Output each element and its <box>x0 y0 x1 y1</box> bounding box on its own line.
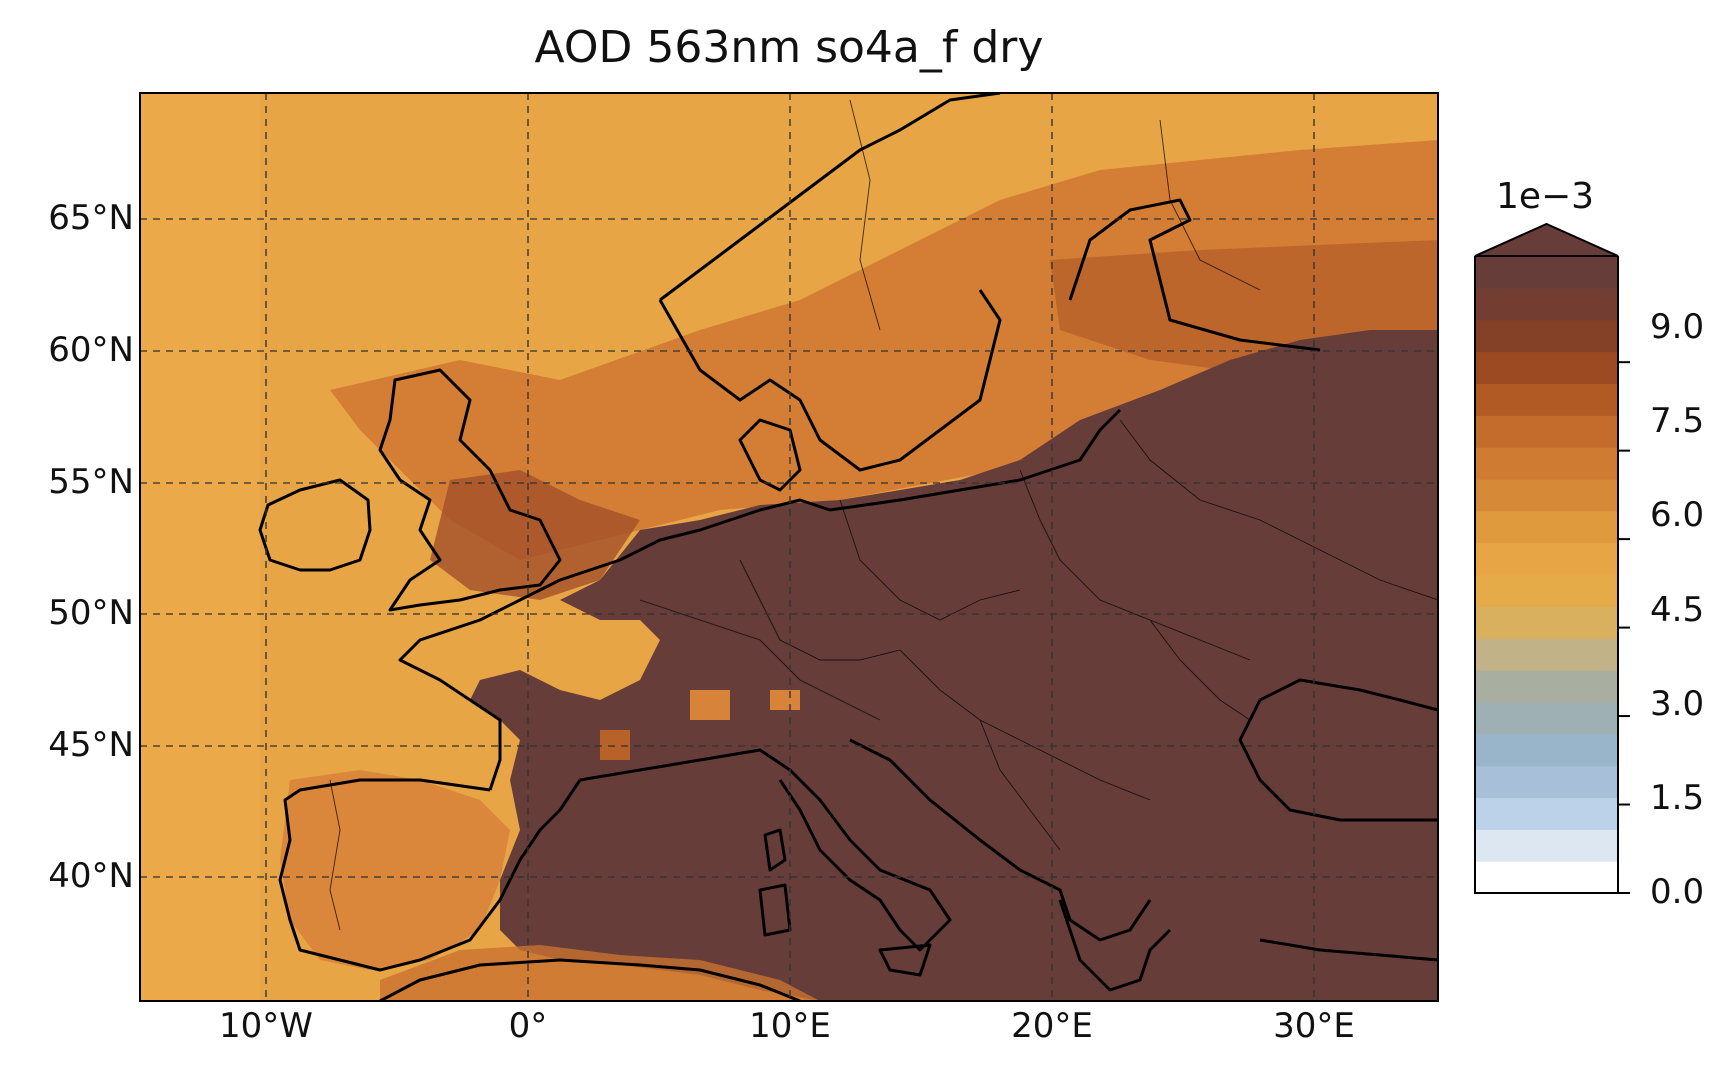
colorbar <box>1474 222 1630 894</box>
alps-patch <box>690 690 730 720</box>
colorbar-tick-label: 0.0 <box>1650 872 1705 912</box>
lon-label-30e: 30°E <box>1273 1006 1355 1046</box>
lat-label-65n: 65°N <box>48 198 134 238</box>
country-borders <box>329 99 1438 931</box>
lon-label-10w: 10°W <box>219 1006 313 1046</box>
lat-label-45n: 45°N <box>48 725 134 765</box>
continent-high-region <box>470 330 1438 1001</box>
colorbar-segment <box>1475 542 1618 576</box>
colorbar-segment <box>1475 256 1618 289</box>
coastlines <box>258 93 1438 1001</box>
lat-label-60n: 60°N <box>48 330 134 370</box>
north-africa-region <box>380 945 820 1001</box>
lon-label-10e: 10°E <box>749 1006 831 1046</box>
lat-label-50n: 50°N <box>48 593 134 633</box>
colorbar-segment <box>1475 861 1618 894</box>
colorbar-segment <box>1475 638 1618 671</box>
colorbar-segment <box>1475 765 1618 799</box>
map-gridlines <box>140 93 1438 1001</box>
colorbar-frame <box>1474 256 1619 894</box>
colorbar-segment <box>1475 287 1618 321</box>
map-title: AOD 563nm so4a_f dry <box>534 22 1044 73</box>
colorbar-segment <box>1475 415 1618 448</box>
atlantic-light-band <box>140 93 260 1001</box>
colorbar-segment <box>1475 733 1618 767</box>
colorbar-segment <box>1475 351 1618 384</box>
alps-patch <box>770 690 800 710</box>
colorbar-segment <box>1475 701 1618 735</box>
colorbar-segment <box>1475 478 1618 512</box>
colorbar-segment <box>1475 606 1618 639</box>
uk-dark-region <box>430 470 640 600</box>
lon-label-0: 0° <box>508 1006 548 1046</box>
colorbar-segment <box>1475 670 1618 703</box>
colorbar-tick-label: 7.5 <box>1650 401 1705 441</box>
colorbar-tick-label: 6.0 <box>1650 495 1705 535</box>
lon-label-20e: 20°E <box>1011 1006 1093 1046</box>
colorbar-extend-arrow <box>1474 222 1619 257</box>
lat-label-40n: 40°N <box>48 856 134 896</box>
colorbar-tick-label: 4.5 <box>1650 590 1705 630</box>
alps-patch <box>600 730 630 760</box>
map-plot-area <box>140 93 1438 1001</box>
colorbar-scale-label: 1e−3 <box>1495 176 1595 217</box>
colorbar-tick-label: 1.5 <box>1650 778 1705 818</box>
north-sea-band <box>330 140 1438 560</box>
colorbar-tick-label: 3.0 <box>1650 684 1705 724</box>
colorbar-segment <box>1475 319 1618 353</box>
map-frame <box>139 92 1439 1002</box>
colorbar-segment <box>1475 510 1618 544</box>
colorbar-segment <box>1475 447 1618 480</box>
colorbar-segment <box>1475 797 1618 830</box>
colorbar-tick-label: 9.0 <box>1650 307 1705 347</box>
colorbar-segment <box>1475 829 1618 862</box>
colorbar-segment <box>1475 383 1618 416</box>
colorbar-segment <box>1475 574 1618 607</box>
lat-label-55n: 55°N <box>48 462 134 502</box>
